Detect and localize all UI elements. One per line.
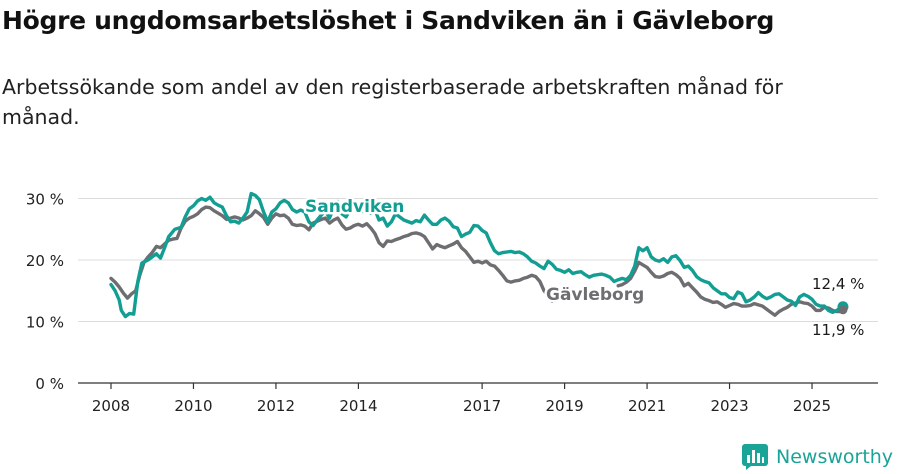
x-tick-label: 2023 — [710, 397, 748, 415]
chart-subtitle: Arbetssökande som andel av den registerb… — [2, 75, 783, 129]
brand-name: Newsworthy — [776, 446, 894, 468]
end-value-label: 12,4 % — [812, 275, 864, 293]
x-tick-label: 2010 — [174, 397, 212, 415]
series-label-gavleborg: Gävleborg — [546, 285, 644, 305]
series-line-gavleborg — [109, 205, 554, 303]
series-line-gavleborg — [616, 260, 845, 317]
end-value-label: 11,9 % — [812, 321, 864, 339]
brand-logo[interactable]: Newsworthy — [742, 440, 893, 474]
x-tick-label: 2021 — [628, 397, 666, 415]
x-tick-label: 2017 — [463, 397, 501, 415]
newsworthy-logo-icon — [742, 444, 768, 470]
x-tick-label: 2025 — [793, 397, 831, 415]
chart-title: Högre ungdomsarbetslöshet i Sandviken än… — [2, 6, 775, 35]
y-tick-label: 30 % — [26, 190, 64, 208]
end-point-marker — [838, 305, 848, 315]
x-tick-label: 2019 — [546, 397, 584, 415]
series-label-sandviken: Sandviken — [305, 197, 404, 217]
x-tick-label: 2008 — [92, 397, 130, 415]
y-tick-label: 20 % — [26, 252, 64, 270]
series-line-sandviken — [109, 191, 845, 319]
x-tick-label: 2014 — [339, 397, 377, 415]
y-tick-label: 0 % — [35, 375, 64, 393]
x-tick-label: 2012 — [257, 397, 295, 415]
line-chart: 0 % 10 % 20 % 30 % 2008 2010 2012 2014 2017 2019 2… — [26, 190, 878, 415]
y-tick-label: 10 % — [26, 313, 64, 331]
